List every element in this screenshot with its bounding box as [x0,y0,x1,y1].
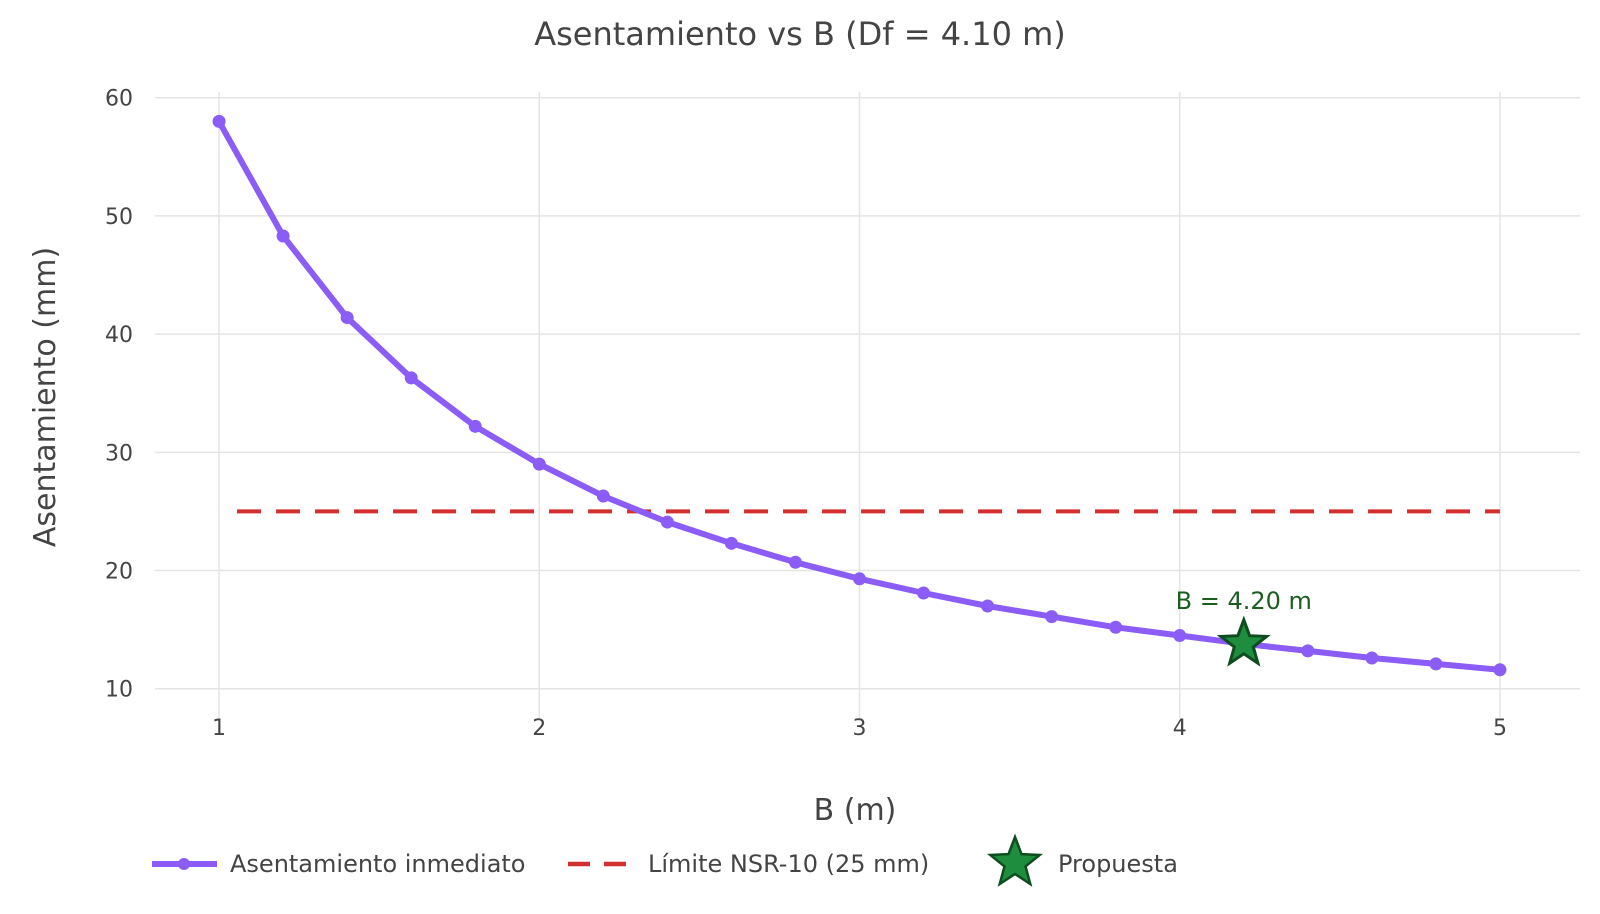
settlement-point[interactable] [724,536,738,550]
legend-item-settlement[interactable]: Asentamiento inmediato [152,850,526,878]
settlement-point[interactable] [404,371,418,385]
settlement-point[interactable] [212,114,226,128]
proposal-star-marker[interactable] [1216,615,1271,667]
settlement-point[interactable] [340,311,354,325]
x-tick-label: 4 [1173,716,1187,741]
legend-label-proposal: Propuesta [1058,850,1178,878]
y-axis-title: Asentamiento (mm) [28,247,63,547]
chart-title: Asentamiento vs B (Df = 4.10 m) [534,15,1066,53]
settlement-point[interactable] [1429,657,1443,671]
settlement-point[interactable] [660,515,674,529]
settlement-point[interactable] [1173,629,1187,643]
settlement-point[interactable] [1493,663,1507,677]
settlement-point[interactable] [468,419,482,433]
settlement-point[interactable] [917,586,931,600]
settlement-point[interactable] [596,489,610,503]
y-tick-label: 60 [105,87,133,112]
settlement-point[interactable] [532,457,546,471]
x-tick-label: 3 [852,716,866,741]
proposal-annotation: B = 4.20 m [1176,587,1312,615]
settlement-point[interactable] [852,572,866,586]
y-tick-label: 20 [105,560,133,585]
y-tick-label: 40 [105,323,133,348]
legend-label-settlement: Asentamiento inmediato [230,850,526,878]
settlement-point[interactable] [1365,651,1379,665]
legend-item-limit[interactable]: Límite NSR-10 (25 mm) [568,850,929,878]
settlement-series [212,114,1507,677]
legend-marker-icon [178,858,190,870]
y-tick-label: 30 [105,441,133,466]
legend: Asentamiento inmediato Límite NSR-10 (25… [152,833,1178,887]
x-tick-label: 2 [532,716,546,741]
x-tick-label: 5 [1493,716,1507,741]
settlement-point[interactable] [1109,620,1123,634]
grid [155,92,1580,718]
legend-item-proposal[interactable]: Propuesta [986,833,1178,887]
settlement-point[interactable] [1045,610,1059,624]
legend-label-limit: Límite NSR-10 (25 mm) [648,850,929,878]
proposal-series: B = 4.20 m [1176,587,1312,667]
settlement-point[interactable] [981,599,995,613]
settlement-point[interactable] [276,229,290,243]
settlement-point[interactable] [788,555,802,569]
x-axis-title: B (m) [814,793,897,828]
y-tick-label: 50 [105,205,133,230]
star-icon [986,833,1044,887]
settlement-point[interactable] [1301,644,1315,658]
y-tick-label: 10 [105,678,133,703]
axis-ticks: 10 20 30 40 50 60 1 2 3 4 5 [105,87,1507,741]
x-tick-label: 1 [212,716,226,741]
